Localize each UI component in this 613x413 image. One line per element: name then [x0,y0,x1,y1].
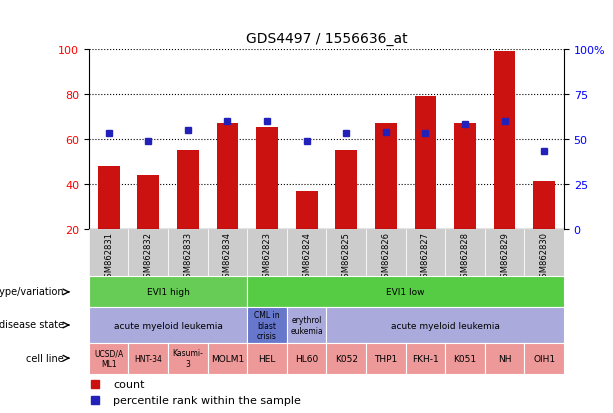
Bar [485,229,524,277]
Bar [208,229,247,277]
Text: erythrol
eukemia: erythrol eukemia [290,316,323,335]
Bar [256,128,278,229]
Text: GSM862828: GSM862828 [460,232,470,282]
Bar [493,52,516,229]
Bar [533,182,555,229]
Text: GSM862823: GSM862823 [262,232,272,282]
Bar [406,229,445,277]
Text: GSM862832: GSM862832 [144,232,153,282]
Text: K051: K051 [454,354,476,363]
Text: Kasumi-
3: Kasumi- 3 [172,349,204,368]
Text: OIH1: OIH1 [533,354,555,363]
Bar [454,123,476,229]
Text: percentile rank within the sample: percentile rank within the sample [113,395,301,405]
Bar [89,229,129,277]
Text: acute myeloid leukemia: acute myeloid leukemia [113,321,223,330]
Bar [524,229,564,277]
Text: K052: K052 [335,354,358,363]
Text: count: count [113,379,145,389]
Text: FKH-1: FKH-1 [412,354,439,363]
Bar [366,229,406,277]
Text: EVI1 low: EVI1 low [386,288,425,297]
Text: HNT-34: HNT-34 [134,354,162,363]
Bar [414,97,436,229]
Bar [137,176,159,229]
Text: disease state: disease state [0,320,64,330]
Bar [287,229,327,277]
Text: GSM862833: GSM862833 [183,232,192,282]
Bar [216,123,238,229]
Text: HL60: HL60 [295,354,318,363]
Text: genotype/variation: genotype/variation [0,287,64,297]
Bar [98,166,120,229]
Bar [375,123,397,229]
Bar [168,229,208,277]
Bar [129,229,168,277]
Bar [327,229,366,277]
Text: CML in
blast
crisis: CML in blast crisis [254,311,280,340]
Text: UCSD/A
ML1: UCSD/A ML1 [94,349,123,368]
Title: GDS4497 / 1556636_at: GDS4497 / 1556636_at [246,32,407,46]
Text: GSM862830: GSM862830 [539,232,549,282]
Text: GSM862834: GSM862834 [223,232,232,282]
Bar [177,151,199,229]
Text: acute myeloid leukemia: acute myeloid leukemia [390,321,500,330]
Text: EVI1 high: EVI1 high [147,288,189,297]
Text: THP1: THP1 [374,354,397,363]
Bar [295,191,318,229]
Text: GSM862824: GSM862824 [302,232,311,282]
Text: GSM862831: GSM862831 [104,232,113,282]
Text: GSM862825: GSM862825 [341,232,351,282]
Bar [335,151,357,229]
Text: GSM862829: GSM862829 [500,232,509,282]
Text: GSM862827: GSM862827 [421,232,430,282]
Bar [247,229,287,277]
Text: GSM862826: GSM862826 [381,232,390,282]
Text: cell line: cell line [26,353,64,363]
Text: NH: NH [498,354,511,363]
Bar [445,229,485,277]
Text: MOLM1: MOLM1 [211,354,244,363]
Text: HEL: HEL [258,354,276,363]
